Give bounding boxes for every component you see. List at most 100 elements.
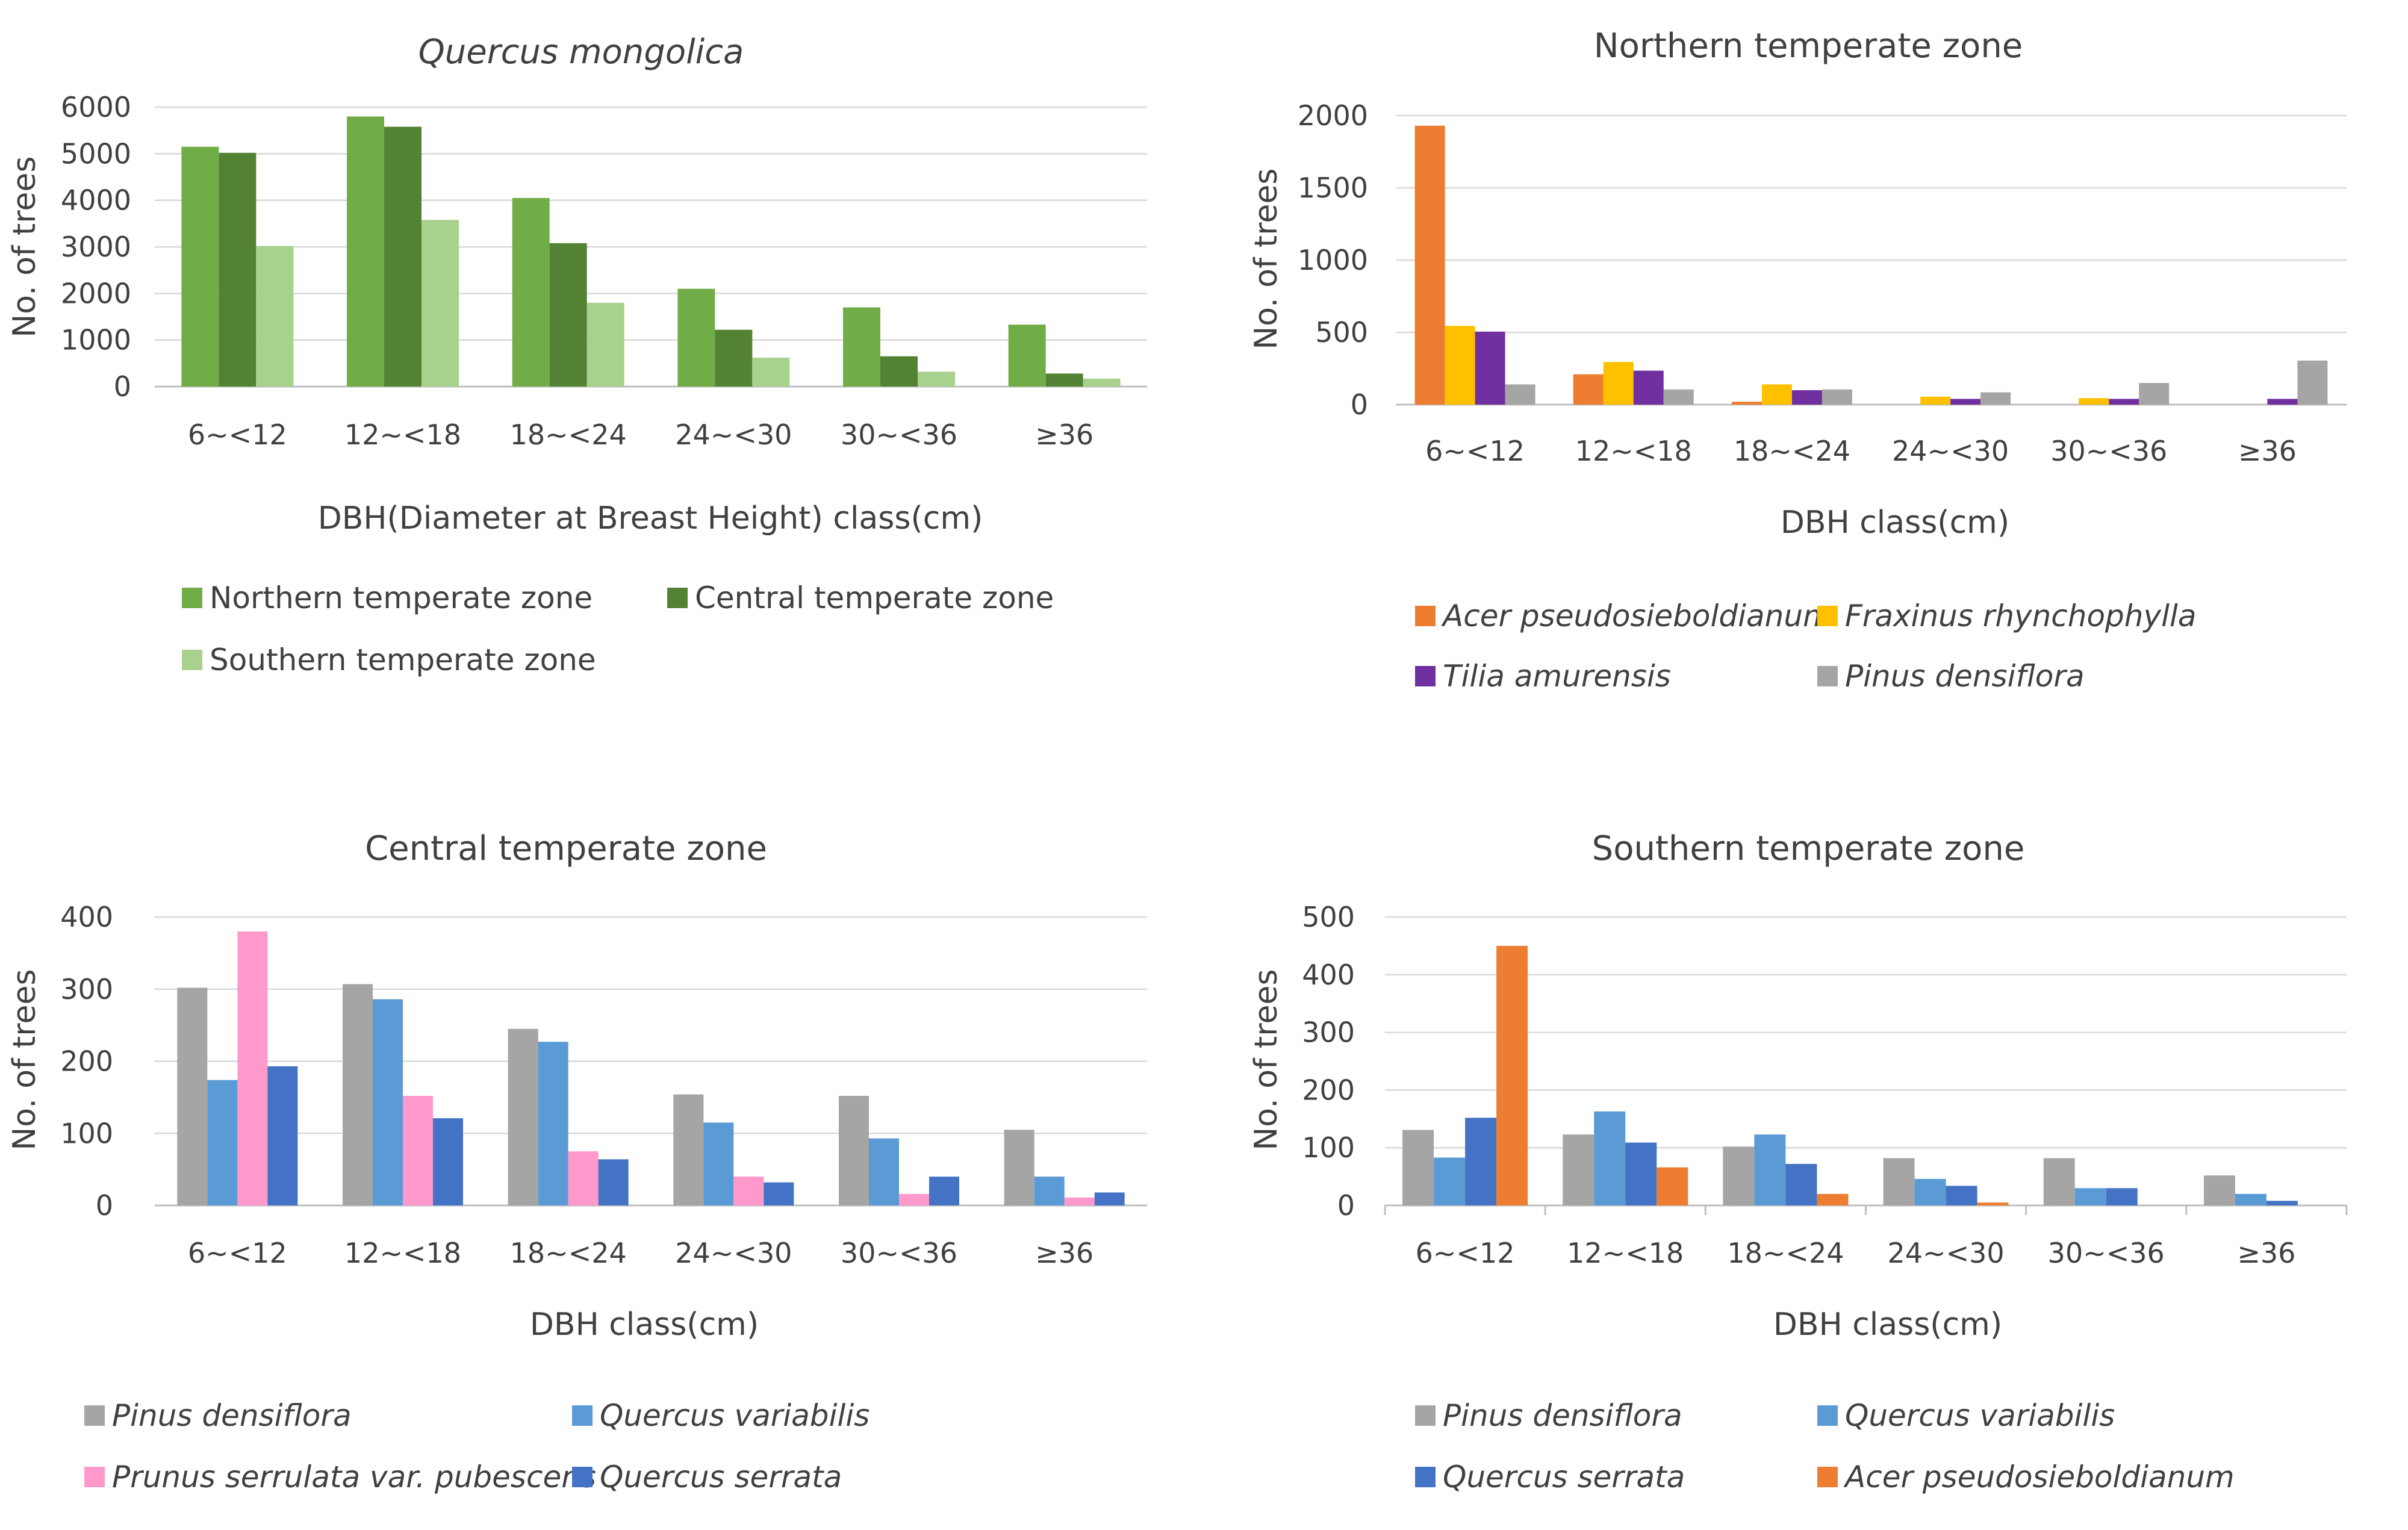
bar bbox=[1980, 392, 2011, 405]
y-tick-label: 400 bbox=[1302, 959, 1355, 991]
x-tick-label: 18~<24 bbox=[1734, 435, 1850, 467]
legend-label: Southern temperate zone bbox=[210, 642, 596, 677]
legend-swatch bbox=[84, 1467, 105, 1487]
bar bbox=[869, 1138, 899, 1205]
bar bbox=[422, 220, 459, 387]
chart-northern-temperate-zone: Northern temperate zone 0 500 1000 1500 2000 6… bbox=[1248, 26, 2347, 694]
bar bbox=[2109, 399, 2139, 405]
legend-item: Pinus densiflora bbox=[1415, 1398, 1682, 1433]
legend-label: Tilia amurensis bbox=[1443, 659, 1671, 694]
y-axis-label: No. of trees bbox=[7, 156, 43, 337]
bar bbox=[2235, 1193, 2266, 1205]
bar bbox=[177, 987, 208, 1205]
bar bbox=[1594, 1111, 1626, 1205]
bar bbox=[764, 1182, 794, 1205]
legend-item: Quercus variabilis bbox=[572, 1398, 870, 1433]
y-tick-label: 1500 bbox=[1298, 172, 1368, 204]
bar bbox=[1034, 1177, 1065, 1205]
bar bbox=[256, 246, 294, 387]
x-tick-label: 6~<12 bbox=[188, 1237, 287, 1269]
bar bbox=[1663, 389, 1694, 405]
x-tick-label: 30~<36 bbox=[841, 418, 957, 451]
bar bbox=[2297, 360, 2328, 405]
y-tick-label: 500 bbox=[1302, 901, 1355, 933]
bar bbox=[1603, 362, 1634, 405]
x-axis-label: DBH class(cm) bbox=[530, 1307, 759, 1343]
bar bbox=[508, 1028, 538, 1205]
legend-item: Acer pseudosieboldianum bbox=[1415, 599, 1832, 633]
bar bbox=[1045, 373, 1083, 387]
bar bbox=[1496, 945, 1528, 1205]
y-tick-label: 100 bbox=[1302, 1131, 1355, 1164]
x-tick-label: ≥36 bbox=[2237, 1237, 2295, 1269]
legend-item: Fraxinus rhynchophylla bbox=[1817, 599, 2197, 633]
legend-label: Northern temperate zone bbox=[210, 580, 593, 615]
x-tick-label: 18~<24 bbox=[510, 1237, 627, 1269]
bar bbox=[219, 152, 257, 387]
y-axis-label: No. of trees bbox=[1248, 168, 1284, 349]
bar bbox=[1977, 1202, 2009, 1205]
bar bbox=[703, 1122, 734, 1205]
bar bbox=[2266, 1201, 2298, 1205]
chart-quercus-mongolica: Quercus mongolica 0 1000 2000 3000 4000 5000 60… bbox=[7, 33, 1147, 677]
bar bbox=[1657, 1167, 1688, 1205]
legend-item: Southern temperate zone bbox=[182, 642, 596, 677]
bar bbox=[403, 1095, 433, 1205]
legend-swatch bbox=[182, 650, 202, 670]
x-tick-label: 18~<24 bbox=[510, 418, 627, 451]
legend-item: Quercus serrata bbox=[1415, 1460, 1685, 1494]
legend-item: Quercus variabilis bbox=[1817, 1398, 2115, 1433]
y-tick-label: 6000 bbox=[61, 91, 131, 123]
bar bbox=[880, 356, 918, 387]
chart-title: Southern temperate zone bbox=[1592, 829, 2025, 868]
bar bbox=[1064, 1197, 1095, 1205]
y-tick-label: 400 bbox=[60, 901, 113, 933]
bar bbox=[1946, 1186, 1977, 1205]
chart-title: Quercus mongolica bbox=[418, 33, 744, 72]
bar bbox=[512, 197, 550, 387]
bar bbox=[1094, 1192, 1125, 1205]
legend-label: Quercus variabilis bbox=[600, 1398, 870, 1433]
legend-item: Tilia amurensis bbox=[1415, 659, 1671, 694]
bar bbox=[384, 126, 422, 387]
bar bbox=[1434, 1157, 1466, 1205]
legend-item: Prunus serrulata var. pubescens bbox=[84, 1460, 596, 1494]
legend-label: Prunus serrulata var. pubescens bbox=[112, 1460, 596, 1494]
x-tick-label: ≥36 bbox=[2238, 435, 2297, 467]
legend-item: Northern temperate zone bbox=[182, 580, 593, 615]
legend-swatch bbox=[84, 1405, 105, 1426]
legend-swatch bbox=[1817, 606, 1838, 626]
legend-item: Central temperate zone bbox=[667, 580, 1054, 615]
bar bbox=[1633, 370, 1664, 405]
bar bbox=[1817, 1193, 1849, 1205]
legend-label: Acer pseudosieboldianum bbox=[1441, 599, 1832, 633]
y-tick-label: 2000 bbox=[61, 277, 131, 309]
y-tick-label: 0 bbox=[1351, 388, 1368, 421]
y-tick-label: 100 bbox=[60, 1117, 113, 1149]
x-tick-label: 6~<12 bbox=[1425, 435, 1525, 467]
legend: Pinus densiflora Quercus variabilisPrunus… bbox=[84, 1398, 870, 1494]
bar bbox=[586, 302, 624, 387]
legend-item: Pinus densiflora bbox=[84, 1398, 352, 1433]
bar bbox=[2106, 1188, 2138, 1205]
bar bbox=[1950, 399, 1981, 405]
bar bbox=[929, 1177, 959, 1205]
bar bbox=[1754, 1134, 1786, 1205]
x-tick-label: 30~<36 bbox=[841, 1237, 957, 1269]
bar bbox=[237, 931, 268, 1205]
legend-label: Pinus densiflora bbox=[1443, 1398, 1682, 1433]
bar bbox=[1914, 1178, 1946, 1205]
y-axis-label: No. of trees bbox=[1248, 969, 1284, 1150]
bar bbox=[549, 243, 587, 387]
bar bbox=[2043, 1158, 2075, 1205]
y-tick-label: 500 bbox=[1315, 316, 1368, 349]
bar bbox=[2074, 1188, 2106, 1205]
y-axis-label: No. of trees bbox=[7, 969, 43, 1150]
x-tick-label: 18~<24 bbox=[1727, 1237, 1844, 1269]
legend-swatch bbox=[1415, 1467, 1436, 1487]
bar bbox=[1004, 1130, 1034, 1205]
bar bbox=[1505, 384, 1535, 405]
bar bbox=[207, 1080, 238, 1205]
bar bbox=[267, 1066, 298, 1205]
